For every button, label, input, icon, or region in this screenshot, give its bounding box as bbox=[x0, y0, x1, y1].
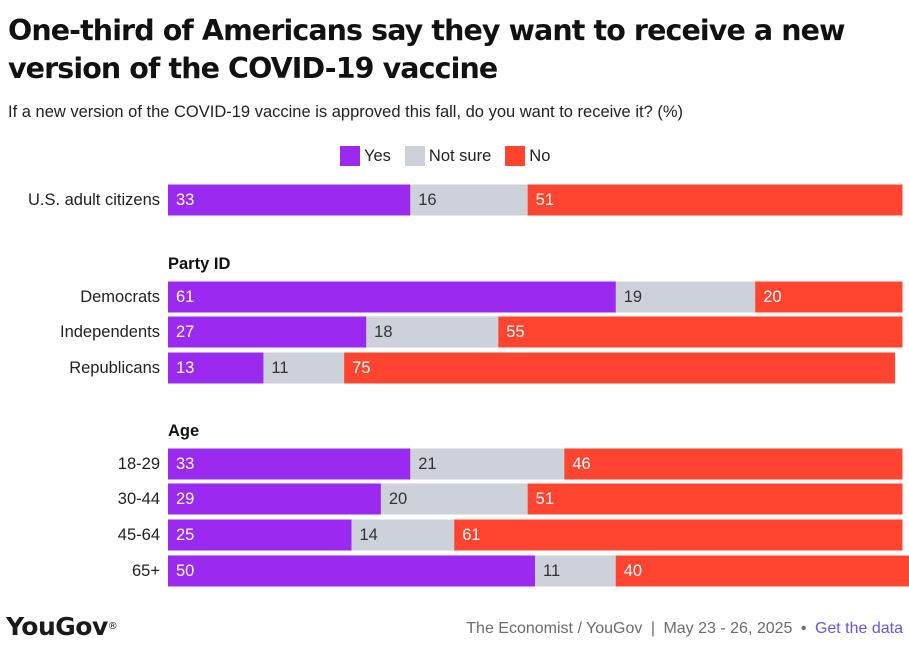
data-label-not-sure-45-64: 14 bbox=[360, 526, 378, 544]
footer-separator: | bbox=[650, 620, 655, 637]
bar-yes-independents bbox=[168, 316, 367, 348]
bar-not-sure-u-s-adult-citizens bbox=[410, 184, 529, 216]
bar-no-republicans bbox=[344, 352, 896, 384]
legend-swatch-yes bbox=[340, 146, 360, 166]
data-label-no-democrats: 20 bbox=[763, 288, 781, 306]
footer-source-name: The Economist / YouGov bbox=[466, 620, 643, 637]
data-label-no-republicans: 75 bbox=[352, 359, 370, 377]
data-label-not-sure-65: 11 bbox=[543, 562, 560, 580]
category-label-democrats: Democrats bbox=[80, 288, 160, 306]
bar-yes-republicans bbox=[168, 352, 264, 384]
data-label-yes-republicans: 13 bbox=[176, 359, 194, 377]
category-label-independents: Independents bbox=[60, 323, 160, 341]
data-label-yes-65: 50 bbox=[176, 562, 194, 580]
category-label-18-29: 18-29 bbox=[118, 455, 160, 473]
group-heading-age: Age bbox=[168, 422, 199, 440]
bar-no-45-64 bbox=[454, 519, 903, 551]
logo-registered-mark: ® bbox=[107, 621, 118, 632]
bar-yes-democrats bbox=[168, 281, 617, 313]
chart-title: One-third of Americans say they want to … bbox=[8, 14, 845, 85]
data-label-not-sure-republicans: 11 bbox=[271, 359, 288, 377]
data-label-not-sure-democrats: 19 bbox=[624, 288, 642, 306]
data-label-not-sure-30-44: 20 bbox=[389, 490, 407, 508]
data-label-no-45-64: 61 bbox=[462, 526, 480, 544]
data-label-not-sure-u-s-adult-citizens: 16 bbox=[418, 191, 436, 209]
bar-not-sure-republicans bbox=[263, 352, 345, 384]
legend-label-not-sure: Not sure bbox=[428, 146, 492, 165]
bar-no-18-29 bbox=[564, 448, 903, 480]
data-label-no-independents: 55 bbox=[506, 323, 524, 341]
group-heading-party-id: Party ID bbox=[168, 255, 230, 273]
bar-yes-18-29 bbox=[168, 448, 411, 480]
stacked-bar-chart: Party ID Age U.S. adult citizens 33 16 51 Demo… bbox=[28, 184, 909, 587]
legend-swatch-not-sure bbox=[404, 146, 425, 166]
legend: Yes Not sure No bbox=[340, 145, 564, 167]
data-label-not-sure-independents: 18 bbox=[374, 323, 392, 341]
data-label-not-sure-18-29: 21 bbox=[418, 455, 436, 473]
bar-not-sure-18-29 bbox=[410, 448, 565, 480]
legend-item-yes: Yes bbox=[340, 146, 391, 166]
category-label-45-64: 45-64 bbox=[118, 526, 160, 544]
bar-yes-u-s-adult-citizens bbox=[168, 184, 411, 216]
footer-source: The Economist / YouGov | May 23 - 26, 20… bbox=[466, 620, 903, 638]
category-label-u-s-adult-citizens: U.S. adult citizens bbox=[28, 191, 160, 209]
bar-no-65 bbox=[615, 555, 909, 587]
footer-bullet: • bbox=[800, 620, 807, 637]
yougov-logo: YouGov® bbox=[6, 612, 118, 642]
chart-subtitle: If a new version of the COVID-19 vaccine… bbox=[8, 103, 683, 121]
data-label-yes-independents: 27 bbox=[176, 323, 194, 341]
bar-no-independents bbox=[498, 316, 903, 348]
footer-dates: May 23 - 26, 2025 bbox=[663, 620, 793, 637]
category-label-30-44: 30-44 bbox=[118, 490, 160, 508]
bar-no-u-s-adult-citizens bbox=[527, 184, 903, 216]
data-label-yes-democrats: 61 bbox=[176, 288, 194, 306]
bar-yes-45-64 bbox=[168, 519, 352, 551]
bar-no-30-44 bbox=[527, 483, 903, 515]
get-the-data-link[interactable]: Get the data bbox=[814, 620, 903, 637]
data-label-no-65: 40 bbox=[624, 562, 642, 580]
data-label-yes-30-44: 29 bbox=[176, 490, 194, 508]
logo-text: YouGov bbox=[6, 612, 108, 641]
legend-item-not-sure: Not sure bbox=[404, 146, 492, 166]
bar-not-sure-45-64 bbox=[351, 519, 455, 551]
bar-no-democrats bbox=[755, 281, 903, 313]
bar-yes-65 bbox=[168, 555, 536, 587]
category-label-republicans: Republicans bbox=[69, 359, 160, 377]
legend-label-no: No bbox=[529, 146, 551, 165]
bar-not-sure-independents bbox=[366, 316, 499, 348]
legend-item-no: No bbox=[505, 146, 550, 166]
data-label-yes-45-64: 25 bbox=[176, 526, 194, 544]
data-label-no-u-s-adult-citizens: 51 bbox=[536, 191, 554, 209]
bar-not-sure-democrats bbox=[615, 281, 756, 313]
legend-swatch-no bbox=[505, 146, 526, 166]
data-label-yes-u-s-adult-citizens: 33 bbox=[176, 191, 194, 209]
data-label-yes-18-29: 33 bbox=[176, 455, 194, 473]
category-label-65: 65+ bbox=[132, 562, 160, 580]
bar-not-sure-30-44 bbox=[380, 483, 529, 515]
legend-label-yes: Yes bbox=[364, 146, 391, 165]
bar-not-sure-65 bbox=[535, 555, 617, 587]
bar-yes-30-44 bbox=[168, 483, 382, 515]
data-label-no-18-29: 46 bbox=[572, 455, 590, 473]
data-label-no-30-44: 51 bbox=[536, 490, 554, 508]
